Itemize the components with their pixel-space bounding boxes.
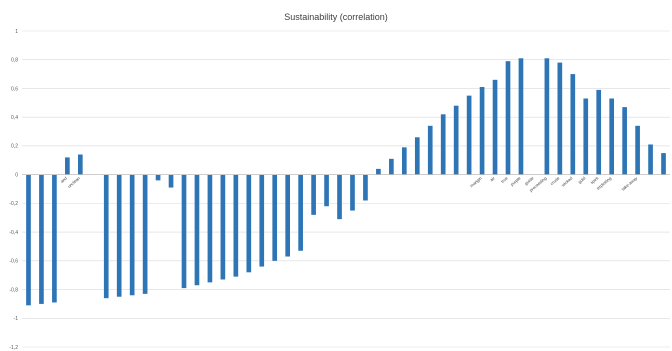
y-tick-label: 0,2 [11, 144, 18, 150]
bar [609, 98, 615, 175]
chart-title: Sustainability (correlation) [284, 12, 388, 22]
bar [39, 174, 44, 304]
y-tick-label: -1 [14, 316, 19, 322]
bar [116, 174, 122, 297]
bar [570, 74, 576, 175]
bar [337, 174, 342, 220]
x-tick-label: exploiting [596, 175, 613, 191]
bars [26, 58, 666, 306]
y-tick-label: 0,4 [11, 115, 18, 121]
bar [26, 174, 31, 306]
bar [65, 157, 70, 175]
bar [622, 107, 627, 175]
x-tick-label: and [59, 175, 68, 184]
bar [233, 174, 239, 277]
bar [466, 95, 472, 175]
bar [544, 58, 550, 175]
bar [414, 137, 420, 175]
y-tick-label: 0,8 [11, 58, 18, 64]
y-tick-label: 0 [15, 172, 18, 178]
bar [52, 174, 57, 303]
bar [77, 154, 83, 175]
x-tick-label: air [489, 175, 496, 182]
bar [246, 174, 252, 273]
bar [298, 174, 303, 251]
bar [389, 158, 394, 175]
bar [194, 174, 200, 286]
bar [661, 153, 666, 175]
y-axis-ticks: 1 0,8 0,6 0,4 0,2 0 -0,2 -0,4 -0,6 -0,8 -1 -1,2 [9, 29, 18, 351]
bar [505, 61, 511, 175]
bar [272, 174, 278, 261]
bar [259, 174, 265, 267]
bar [479, 87, 485, 175]
bar [648, 144, 653, 175]
bar [207, 174, 213, 283]
bar [596, 89, 602, 175]
y-tick-label: 0,6 [11, 86, 18, 92]
y-tick-label: -0,8 [9, 287, 18, 293]
bar [376, 168, 381, 175]
bar [518, 58, 524, 175]
bar [350, 174, 355, 211]
x-tick-label: purple [509, 175, 522, 187]
y-tick-label: -1,2 [9, 345, 18, 351]
bar [440, 114, 446, 175]
x-tick-label: gold [577, 175, 587, 184]
bar [492, 79, 498, 175]
x-tick-label: spirit [589, 175, 600, 185]
bar [363, 174, 368, 201]
y-tick-label: 1 [15, 29, 18, 35]
x-tick-label: take-away [620, 175, 639, 192]
bar [453, 105, 459, 175]
y-tick-label: -0,4 [9, 230, 18, 236]
bar [427, 125, 433, 175]
bar [181, 174, 187, 289]
bar [635, 125, 640, 175]
bar [129, 174, 135, 296]
x-tick-label: marigin [469, 175, 483, 188]
x-tick-label: unclean [67, 175, 82, 189]
bar [103, 174, 109, 299]
x-tick-label: crude [549, 175, 561, 186]
bar [324, 174, 329, 207]
x-tick-label: guide [523, 175, 535, 186]
bar [155, 174, 161, 181]
bar [168, 174, 174, 188]
x-tick-label: true [500, 175, 509, 184]
bar [557, 62, 563, 175]
bar [142, 174, 148, 294]
bar [583, 98, 589, 175]
bar [311, 174, 316, 215]
y-tick-label: -0,6 [9, 259, 18, 265]
bar [401, 147, 407, 175]
y-tick-label: -0,2 [9, 201, 18, 207]
bar [285, 174, 291, 257]
x-tick-label: wicked [560, 175, 574, 187]
bar [220, 174, 226, 280]
